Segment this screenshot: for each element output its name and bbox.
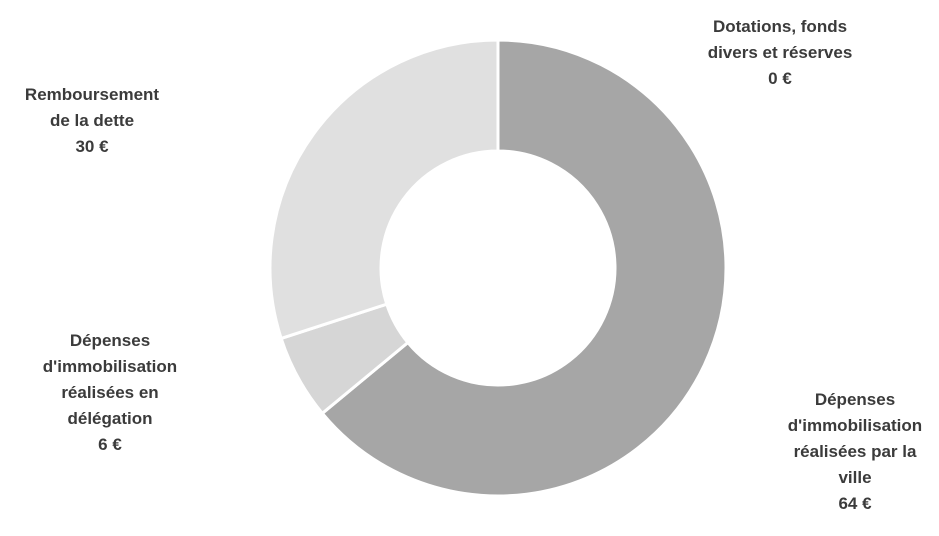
slice-value: 0 € [768,69,792,88]
slice-label-line: de la dette [49,111,135,130]
slice-label-line: Remboursement [24,85,160,104]
donut-slice-remboursement [268,38,500,341]
slice-label-line: ville [838,468,872,487]
slice-label-dotations: Dotations, fonds divers et réserves 0 € [680,14,880,92]
slice-label-line: divers et réserves [707,43,853,62]
slice-label-line: délégation [67,409,153,428]
slice-label-line: d'immobilisation [42,357,178,376]
slice-label-line: Dépenses [69,331,151,350]
slice-label-depenses-ville: Dépenses d'immobilisation réalisées par … [760,387,939,517]
slice-label-depenses-delegation: Dépenses d'immobilisation réalisées en d… [10,328,210,458]
donut-slice-depenses-ville [320,38,728,498]
slice-label-line: d'immobilisation [787,416,923,435]
slice-label-line: Dépenses [814,390,896,409]
slice-label-line: réalisées en [61,383,159,402]
slice-value: 6 € [98,435,122,454]
slice-value: 30 € [75,137,109,156]
slice-label-remboursement: Remboursement de la dette 30 € [0,82,192,160]
slice-label-line: Dotations, fonds [712,17,848,36]
slice-value: 64 € [838,494,872,513]
slice-label-line: réalisées par la [793,442,917,461]
